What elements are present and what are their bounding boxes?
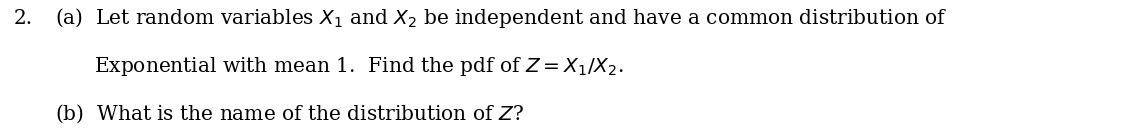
Text: (b)  What is the name of the distribution of $Z$?: (b) What is the name of the distribution… [55, 103, 524, 125]
Text: Exponential with mean 1.  Find the pdf of $Z = X_1/X_2$.: Exponential with mean 1. Find the pdf of… [94, 55, 623, 78]
Text: 2.: 2. [14, 9, 33, 28]
Text: (a)  Let random variables $X_1$ and $X_2$ be independent and have a common distr: (a) Let random variables $X_1$ and $X_2$… [55, 6, 947, 30]
